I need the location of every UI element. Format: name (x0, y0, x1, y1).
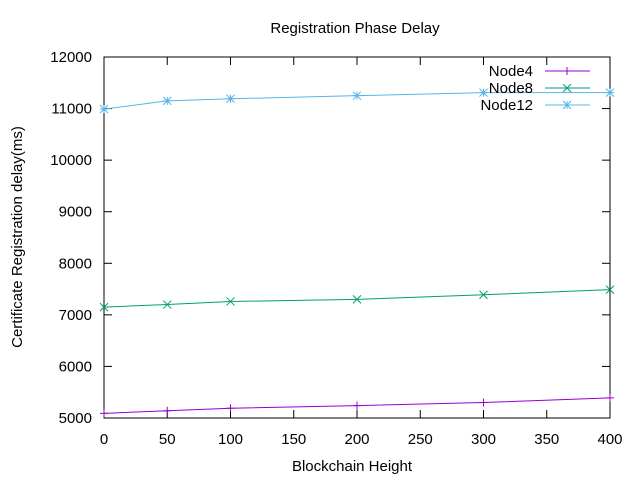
data-point (163, 406, 172, 415)
legend-item-node8: Node8 (489, 80, 590, 97)
x-tick-label: 250 (408, 431, 433, 448)
y-axis-label: Certificate Registration delay(ms) (9, 126, 26, 348)
data-point (479, 398, 488, 407)
x-tick-label: 200 (344, 431, 369, 448)
series-line (103, 397, 611, 414)
data-point (605, 88, 615, 97)
y-tick-label: 9000 (59, 204, 92, 221)
chart-title: Registration Phase Delay (270, 20, 440, 37)
legend-item-node12: Node12 (480, 97, 590, 114)
data-point (352, 91, 362, 101)
data-point (479, 290, 488, 300)
plot-frame (103, 56, 611, 419)
y-tick-label: 10000 (50, 152, 92, 169)
data-point (162, 96, 172, 106)
series-node12 (99, 88, 615, 114)
data-point (226, 94, 235, 104)
x-tick-label: 350 (534, 431, 559, 448)
data-point (479, 88, 488, 97)
data-point (226, 404, 235, 413)
x-tick-label: 150 (281, 431, 306, 448)
y-tick-label: 6000 (59, 358, 92, 375)
series-node4 (100, 393, 614, 418)
series-line (103, 289, 611, 308)
data-point (353, 401, 361, 410)
data-point (226, 297, 235, 306)
data-point (162, 300, 172, 309)
legend-marker (563, 67, 571, 75)
y-tick-label: 11000 (51, 101, 92, 118)
x-tick-label: 0 (100, 431, 108, 448)
x-tick-label: 400 (597, 431, 622, 448)
data-point (352, 295, 362, 304)
legend-marker (562, 100, 572, 110)
x-tick-label: 300 (471, 431, 496, 448)
legend-marker (562, 83, 572, 93)
y-tick-label: 5000 (59, 410, 92, 427)
y-tick-label: 7000 (59, 307, 92, 324)
y-tick-label: 12000 (50, 49, 92, 66)
x-tick-label: 50 (159, 431, 176, 448)
legend-label: Node8 (489, 80, 533, 97)
data-point (99, 104, 109, 114)
x-tick-label: 100 (218, 431, 243, 448)
y-axis: 5000 6000 7000 8000 9000 10000 11000 12000 (50, 49, 610, 427)
data-point (605, 285, 615, 294)
x-axis-label: Blockchain Height (292, 458, 413, 475)
y-tick-label: 8000 (59, 255, 92, 272)
data-point (606, 393, 614, 402)
legend-label: Node4 (489, 63, 533, 80)
series-line (103, 92, 610, 110)
data-point (100, 409, 108, 418)
legend-label: Node12 (480, 97, 533, 114)
x-axis: 0 50 100 150 200 250 300 350 400 (100, 57, 623, 448)
legend-item-node4: Node4 (489, 63, 590, 80)
series-layer (99, 88, 615, 418)
data-point (99, 302, 109, 312)
series-node8 (99, 285, 615, 312)
